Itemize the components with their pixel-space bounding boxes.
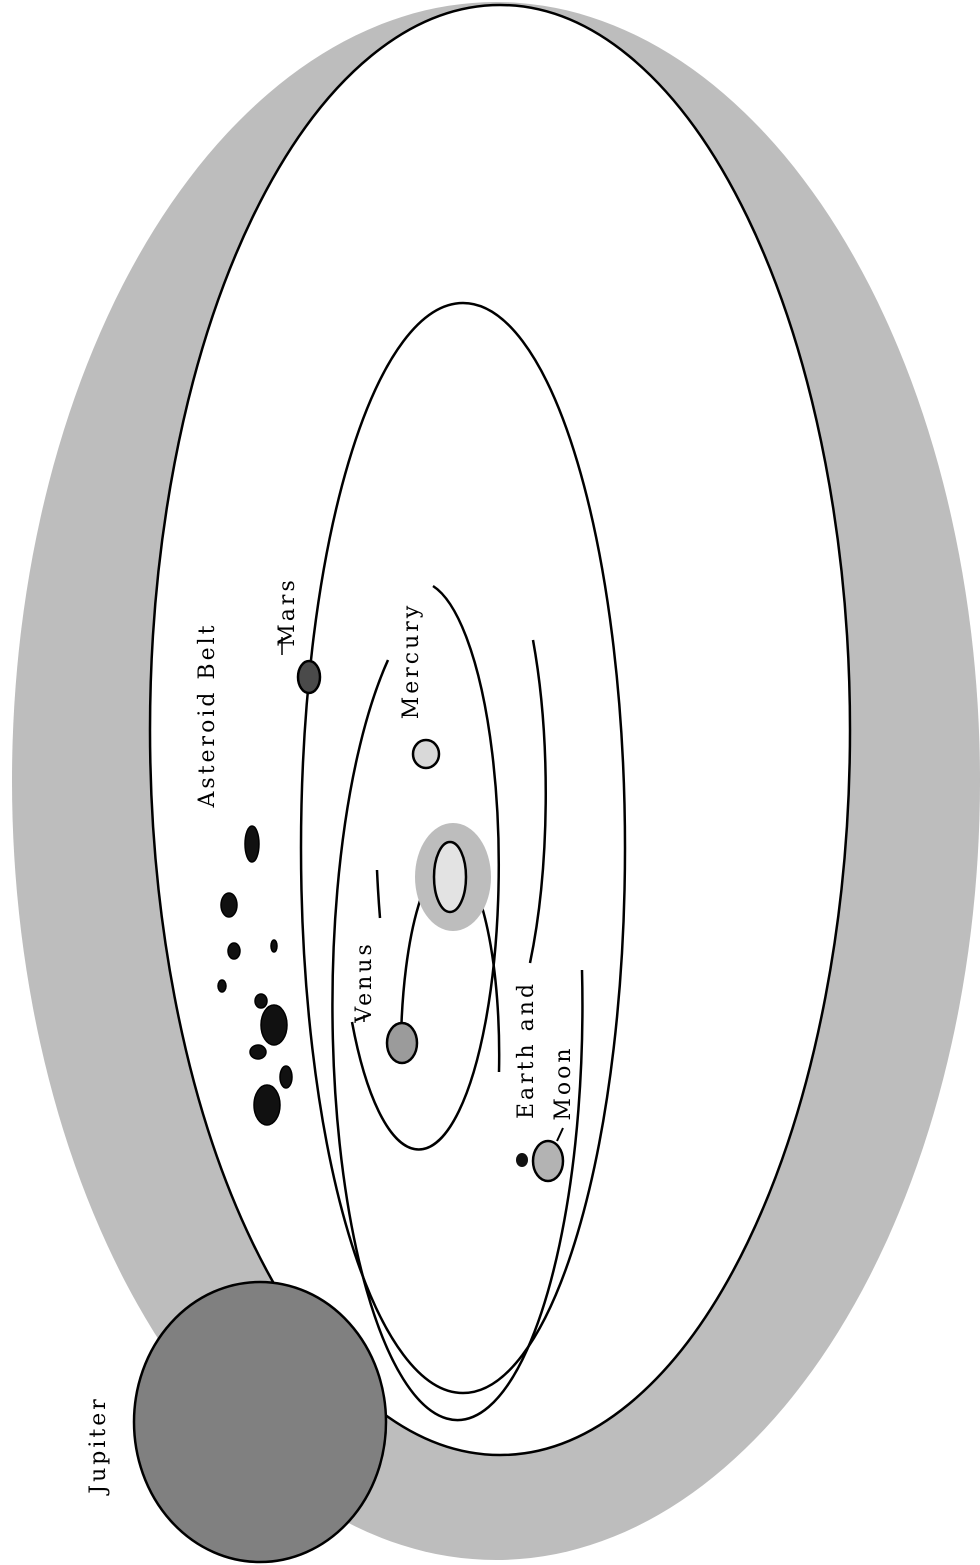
mars-orbit xyxy=(299,301,627,1395)
earth-planet xyxy=(531,1139,565,1183)
earth-orbit xyxy=(331,659,584,1422)
asteroid xyxy=(217,979,227,993)
jupiter-planet xyxy=(132,1280,388,1564)
earth-leader-line xyxy=(556,1127,564,1142)
asteroid xyxy=(260,1004,288,1046)
mars-label: Mars xyxy=(275,577,300,646)
venus-label: Venus xyxy=(352,941,377,1024)
asteroid xyxy=(254,993,268,1009)
mars-planet xyxy=(296,659,322,695)
asteroid-belt-label: Asteroid Belt xyxy=(195,623,220,809)
asteroid xyxy=(279,1065,293,1089)
asteroid-belt-region xyxy=(148,3,852,1457)
earth-and-moon-label-line2: Moon xyxy=(551,1045,576,1120)
asteroid xyxy=(227,942,241,960)
sun xyxy=(432,840,468,914)
earth-orbit-segment xyxy=(375,869,382,919)
asteroid xyxy=(270,939,278,953)
mercury-label: Mercury xyxy=(399,603,424,720)
asteroid xyxy=(253,1084,281,1126)
asteroid xyxy=(220,892,238,918)
asteroids xyxy=(217,825,293,1126)
mercury-planet xyxy=(411,738,441,770)
jupiter-label: Jupiter xyxy=(86,1396,111,1495)
venus-orbit-segment xyxy=(528,639,547,964)
asteroid xyxy=(244,825,260,863)
earth-and-moon-label-line1: Earth and xyxy=(514,981,539,1119)
venus-orbit xyxy=(350,584,500,1151)
venus-planet xyxy=(385,1021,419,1065)
moon xyxy=(516,1153,528,1167)
asteroid xyxy=(249,1044,267,1060)
